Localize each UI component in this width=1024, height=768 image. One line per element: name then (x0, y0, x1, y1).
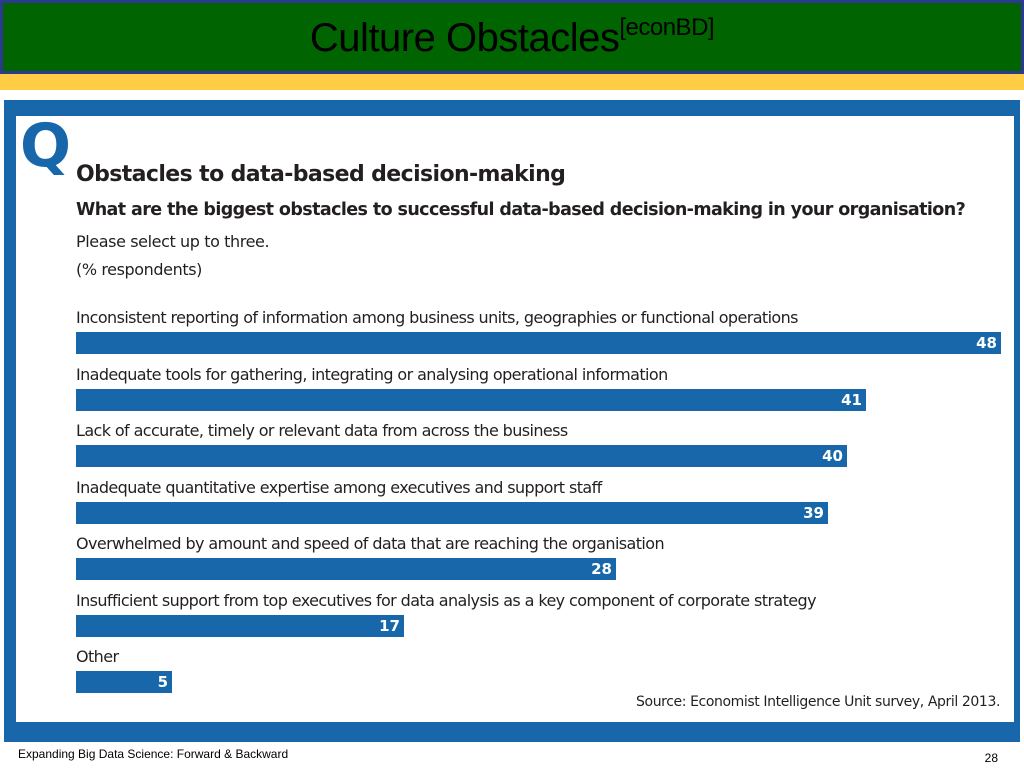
bar-value-label: 40 (822, 447, 843, 465)
bar: 28 (76, 558, 616, 580)
bar-value-label: 41 (841, 390, 862, 409)
bar-value-label: 28 (591, 560, 612, 578)
bar: 40 (76, 445, 847, 467)
page-number: 28 (984, 751, 998, 765)
chart-subtitle: What are the biggest obstacles to succes… (76, 200, 966, 220)
bar-label: Lack of accurate, timely or relevant dat… (76, 421, 568, 440)
chart-source: Source: Economist Intelligence Unit surv… (636, 694, 1000, 710)
bar-label: Inadequate tools for gathering, integrat… (76, 364, 668, 384)
bar-label: Inconsistent reporting of information am… (76, 308, 798, 327)
slide-title-main: Culture Obstacles (309, 16, 620, 60)
chart-instruction: Please select up to three. (76, 232, 270, 251)
bar-label: Overwhelmed by amount and speed of data … (76, 534, 665, 553)
bar-chart-area: Inconsistent reporting of information am… (16, 116, 1014, 722)
bar: 5 (76, 671, 172, 693)
chart-title: Obstacles to data-based decision-making (76, 162, 566, 187)
title-bar (0, 0, 1024, 74)
bar-label: Other (76, 647, 119, 666)
bar-label: Insufficient support from top executives… (76, 590, 817, 610)
bar-value-label: 17 (379, 616, 400, 635)
slide-title: Culture Obstacles[econBD] (0, 14, 1024, 68)
bar: 39 (76, 501, 828, 524)
bar: 48 (76, 332, 1001, 354)
bar-value-label: 39 (803, 503, 824, 522)
footer-text: Expanding Big Data Science: Forward & Ba… (18, 747, 289, 761)
chart-unit-note: (% respondents) (76, 260, 203, 279)
bar-value-label: 5 (157, 673, 168, 691)
bar-label: Inadequate quantitative expertise among … (76, 477, 602, 497)
chart-frame: Q Obstacles to data-based decision-makin… (4, 100, 1020, 742)
chart-panel: Q Obstacles to data-based decision-makin… (16, 116, 1014, 722)
bar: 41 (76, 388, 866, 411)
bar-value-label: 48 (976, 334, 997, 352)
slide-title-superscript: [econBD] (619, 14, 715, 41)
accent-strip (0, 74, 1024, 90)
question-mark-icon: Q (20, 111, 72, 181)
bar: 17 (76, 614, 404, 637)
